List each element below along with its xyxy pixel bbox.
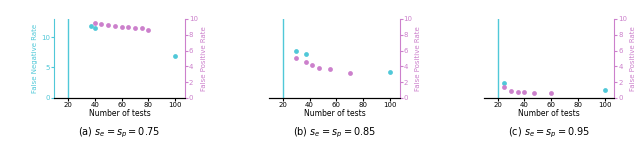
X-axis label: Number of tests: Number of tests — [89, 109, 150, 118]
Point — [324, 68, 335, 71]
Point — [143, 29, 154, 32]
Point — [96, 23, 106, 26]
Point — [136, 27, 147, 29]
Y-axis label: False Positive Rate: False Positive Rate — [200, 26, 207, 91]
Point — [529, 92, 539, 94]
Point — [90, 27, 100, 29]
Point — [513, 90, 523, 93]
Point — [116, 26, 127, 28]
Point — [300, 61, 310, 64]
Point — [170, 55, 180, 57]
Title: (b) $s_e = s_p = 0.85$: (b) $s_e = s_p = 0.85$ — [293, 126, 376, 140]
Point — [123, 26, 133, 28]
Y-axis label: False Positive Rate: False Positive Rate — [630, 26, 636, 91]
Point — [499, 86, 509, 88]
Point — [499, 81, 509, 84]
Point — [314, 67, 324, 69]
Title: (a) $s_e = s_p = 0.75$: (a) $s_e = s_p = 0.75$ — [79, 126, 161, 140]
Y-axis label: False Negative Rate: False Negative Rate — [33, 24, 38, 93]
Point — [291, 49, 301, 52]
Y-axis label: False Positive Rate: False Positive Rate — [415, 26, 422, 91]
Title: (c) $s_e = s_p = 0.95$: (c) $s_e = s_p = 0.95$ — [508, 126, 590, 140]
Point — [90, 22, 100, 24]
Point — [300, 52, 310, 55]
Point — [103, 24, 113, 26]
X-axis label: Number of tests: Number of tests — [303, 109, 365, 118]
Point — [600, 89, 610, 91]
Point — [345, 71, 355, 74]
Point — [109, 25, 120, 27]
Point — [385, 71, 396, 74]
Point — [519, 91, 529, 93]
Point — [506, 89, 516, 92]
Point — [546, 92, 556, 95]
X-axis label: Number of tests: Number of tests — [518, 109, 580, 118]
Point — [130, 26, 140, 29]
Point — [86, 25, 96, 27]
Point — [291, 57, 301, 59]
Point — [307, 64, 317, 67]
Point — [86, 12, 96, 14]
